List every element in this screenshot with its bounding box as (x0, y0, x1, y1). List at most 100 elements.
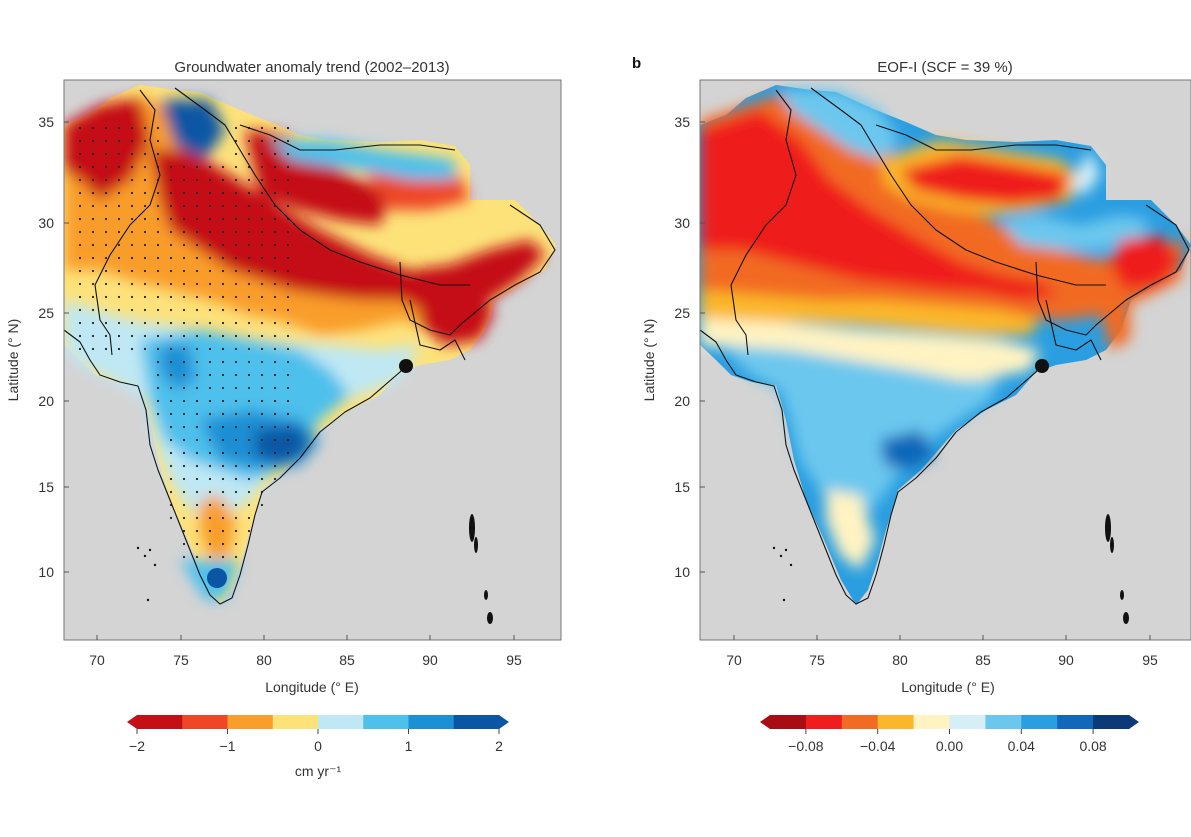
significance-dot (130, 347, 134, 351)
colorbar-lower-extend (127, 715, 137, 729)
significance-dot (234, 256, 238, 260)
significance-dot (117, 243, 121, 247)
y-tick-label: 25 (38, 305, 54, 321)
significance-dot (104, 152, 108, 156)
significance-dot (169, 412, 173, 416)
significance-dot (130, 230, 134, 234)
x-tick-label: 90 (1058, 652, 1074, 668)
significance-dot (169, 282, 173, 286)
significance-dot (169, 256, 173, 260)
significance-dot (195, 438, 199, 442)
significance-dot (286, 347, 290, 351)
colorbar-swatch (363, 715, 409, 729)
x-tick-label: 90 (422, 652, 438, 668)
significance-dot (91, 269, 95, 273)
significance-dot (195, 360, 199, 364)
panel-b-title: EOF-I (SCF = 39 %) (877, 59, 1012, 76)
significance-dot (78, 282, 82, 286)
panel-a-border-east (399, 204, 556, 336)
significance-dot (195, 399, 199, 403)
significance-dot (260, 282, 264, 286)
significance-dot (156, 399, 160, 403)
significance-dot (195, 204, 199, 208)
significance-dot (247, 308, 251, 312)
significance-dot (91, 347, 95, 351)
significance-dot (195, 347, 199, 351)
significance-dot (143, 152, 147, 156)
significance-dot (169, 230, 173, 234)
significance-dot (91, 191, 95, 195)
colorbar-swatch (182, 715, 228, 729)
significance-dot (91, 295, 95, 299)
significance-dot (169, 243, 173, 247)
significance-dot (195, 516, 199, 520)
significance-dot (182, 308, 186, 312)
significance-dot (260, 230, 264, 234)
significance-dot (286, 386, 290, 390)
significance-dot (247, 438, 251, 442)
significance-dot (260, 178, 264, 182)
significance-dot (234, 269, 238, 273)
significance-dot (260, 139, 264, 143)
significance-dot (182, 334, 186, 338)
significance-dot (260, 477, 264, 481)
significance-dot (104, 243, 108, 247)
significance-dot (156, 256, 160, 260)
significance-dot (156, 282, 160, 286)
significance-dot (182, 555, 186, 559)
significance-dot (156, 191, 160, 195)
significance-dot (221, 178, 225, 182)
significance-dot (169, 295, 173, 299)
significance-dot (260, 217, 264, 221)
significance-dot (195, 178, 199, 182)
significance-dot (195, 165, 199, 169)
significance-dot (273, 282, 277, 286)
significance-dot (260, 321, 264, 325)
significance-dot (247, 373, 251, 377)
significance-dot (221, 230, 225, 234)
significance-dot (143, 204, 147, 208)
significance-dot (234, 295, 238, 299)
significance-dot (221, 399, 225, 403)
significance-dot (130, 308, 134, 312)
significance-dot (273, 139, 277, 143)
significance-dot (260, 269, 264, 273)
significance-dot (130, 243, 134, 247)
significance-dot (234, 334, 238, 338)
significance-dot (78, 191, 82, 195)
x-tick-label: 70 (89, 652, 105, 668)
significance-dot (169, 490, 173, 494)
significance-dot (221, 256, 225, 260)
significance-dot (221, 295, 225, 299)
significance-dot (273, 243, 277, 247)
significance-dot (234, 516, 238, 520)
significance-dot (286, 191, 290, 195)
colorbar-swatch (770, 715, 807, 729)
colorbar-swatch (949, 715, 986, 729)
significance-dot (234, 347, 238, 351)
significance-dot (286, 295, 290, 299)
significance-dot (208, 438, 212, 442)
colorbar-swatch (318, 715, 364, 729)
significance-dot (208, 165, 212, 169)
significance-dot (169, 360, 173, 364)
significance-dot (104, 217, 108, 221)
significance-dot (221, 360, 225, 364)
significance-dot (195, 217, 199, 221)
significance-dot (78, 126, 82, 130)
significance-dot (260, 308, 264, 312)
significance-dot (195, 334, 199, 338)
significance-dot (260, 191, 264, 195)
significance-dot (182, 178, 186, 182)
significance-dot (91, 204, 95, 208)
significance-dot (104, 269, 108, 273)
significance-dot (117, 347, 121, 351)
colorbar-upper-extend (1129, 715, 1139, 729)
y-tick-label: 35 (674, 114, 690, 130)
significance-dot (260, 399, 264, 403)
significance-dot (260, 503, 264, 507)
significance-dot (273, 230, 277, 234)
significance-dot (234, 243, 238, 247)
significance-dot (195, 451, 199, 455)
panel-a-islands (136, 514, 493, 624)
